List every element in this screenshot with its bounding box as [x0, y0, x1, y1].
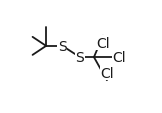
- Text: S: S: [75, 51, 84, 65]
- Text: Cl: Cl: [100, 67, 114, 80]
- Text: Cl: Cl: [96, 36, 110, 50]
- Text: S: S: [58, 40, 67, 53]
- Text: Cl: Cl: [113, 51, 126, 65]
